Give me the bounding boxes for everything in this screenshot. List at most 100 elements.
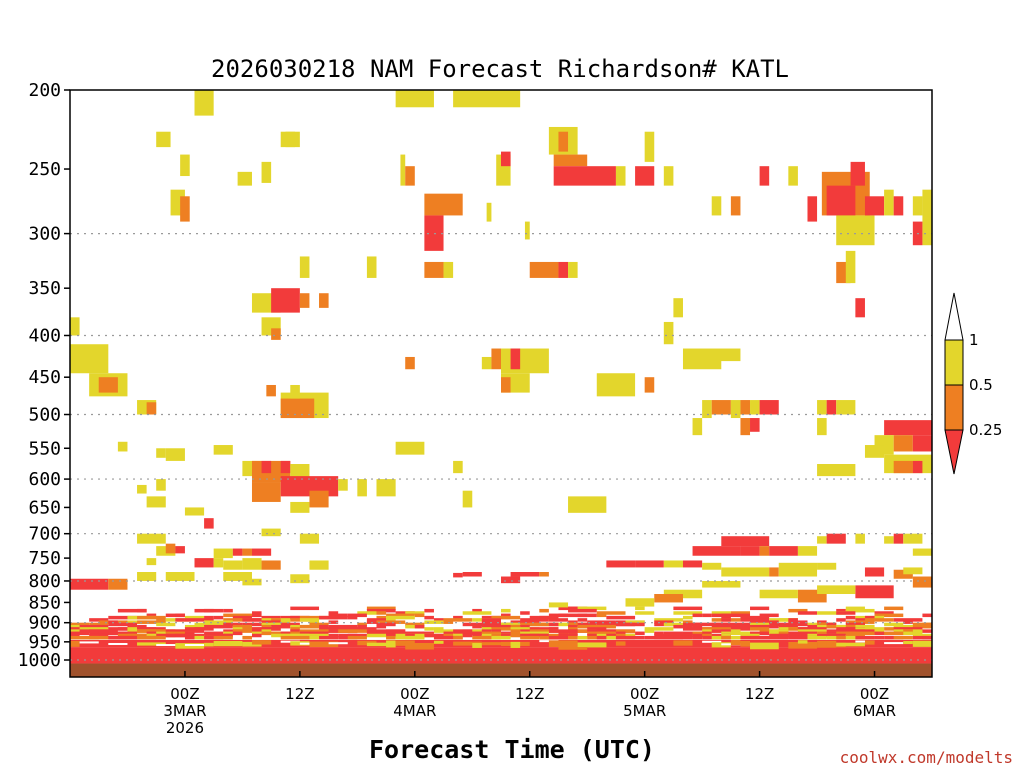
heatmap-cell bbox=[587, 620, 616, 624]
heatmap-cell bbox=[702, 580, 741, 588]
heatmap-cell bbox=[501, 576, 521, 584]
heatmap-cell bbox=[232, 615, 252, 620]
heatmap-cell bbox=[529, 261, 559, 278]
heatmap-cell bbox=[845, 620, 856, 624]
heatmap-cell bbox=[261, 460, 272, 474]
heatmap-cell bbox=[127, 627, 138, 631]
heatmap-cell bbox=[347, 629, 377, 633]
heatmap-cell bbox=[884, 631, 913, 636]
heatmap-cell bbox=[644, 377, 655, 393]
heatmap-cell bbox=[817, 562, 837, 570]
heatmap-cell bbox=[299, 631, 329, 636]
heatmap-cell bbox=[510, 624, 521, 629]
heatmap-cell bbox=[261, 620, 281, 624]
heatmap-cell bbox=[280, 460, 291, 474]
heatmap-cell bbox=[750, 642, 779, 650]
y-tick-label: 600 bbox=[28, 469, 61, 490]
heatmap-cell bbox=[280, 635, 310, 640]
heatmap-cell bbox=[855, 533, 865, 544]
heatmap-cell bbox=[424, 608, 434, 613]
heatmap-cell bbox=[702, 400, 712, 419]
heatmap-cell bbox=[175, 633, 185, 638]
heatmap-cell bbox=[721, 622, 751, 627]
heatmap-cell bbox=[223, 633, 233, 638]
heatmap-cell bbox=[376, 620, 406, 624]
heatmap-cell bbox=[855, 635, 875, 640]
heatmap-cell bbox=[108, 622, 138, 627]
heatmap-cell bbox=[70, 344, 109, 374]
heatmap-cell bbox=[826, 185, 856, 216]
heatmap-cell bbox=[501, 377, 511, 393]
heatmap-cell bbox=[922, 613, 932, 618]
heatmap-cell bbox=[491, 627, 521, 631]
heatmap-cell bbox=[501, 622, 521, 627]
heatmap-cell bbox=[817, 536, 827, 544]
heatmap-cell bbox=[520, 618, 549, 622]
heatmap-cell bbox=[864, 627, 885, 631]
heatmap-cell bbox=[462, 633, 473, 638]
heatmap-cell bbox=[711, 196, 722, 216]
heatmap-cell bbox=[433, 640, 444, 644]
heatmap-cell bbox=[146, 627, 166, 631]
heatmap-cell bbox=[539, 572, 549, 577]
heatmap-cell bbox=[740, 618, 770, 622]
heatmap-cell bbox=[568, 261, 578, 278]
heatmap-cell bbox=[204, 642, 214, 647]
heatmap-cell bbox=[357, 624, 367, 629]
heatmap-cell bbox=[261, 631, 291, 636]
heatmap-cell bbox=[242, 578, 262, 586]
colorbar-legend: 0.25 0.5 1 bbox=[944, 292, 1002, 475]
heatmap-cell bbox=[836, 400, 856, 415]
colorbar-top-arrow bbox=[944, 292, 964, 341]
heatmap-cell bbox=[357, 611, 377, 615]
heatmap-cell bbox=[912, 460, 923, 474]
heatmap-cell bbox=[568, 624, 578, 629]
heatmap-cell bbox=[271, 328, 281, 340]
y-tick-label: 350 bbox=[28, 278, 61, 299]
heatmap-cell bbox=[299, 618, 320, 622]
heatmap-cell bbox=[884, 642, 904, 645]
heatmap-cell bbox=[587, 627, 607, 631]
heatmap-cell bbox=[194, 558, 214, 568]
y-tick-label: 550 bbox=[28, 438, 61, 459]
heatmap-cell bbox=[261, 161, 272, 183]
heatmap-cell bbox=[778, 562, 818, 577]
heatmap-cell bbox=[405, 356, 415, 370]
heatmap-cell bbox=[117, 441, 128, 452]
heatmap-cell bbox=[740, 546, 760, 556]
plot-area bbox=[69, 89, 933, 678]
heatmap-cell bbox=[223, 560, 243, 570]
heatmap-cell bbox=[251, 611, 262, 615]
heatmap-cell bbox=[319, 627, 348, 631]
heatmap-cell bbox=[117, 608, 147, 613]
heatmap-cell bbox=[89, 629, 118, 633]
heatmap-cell bbox=[204, 615, 214, 620]
heatmap-cell bbox=[204, 624, 233, 629]
heatmap-cell bbox=[309, 620, 320, 624]
heatmap-cell bbox=[692, 622, 722, 627]
heatmap-cell bbox=[711, 611, 731, 615]
heatmap-cell bbox=[702, 627, 731, 631]
heatmap-cell bbox=[424, 193, 463, 216]
heatmap-cell bbox=[797, 611, 818, 615]
heatmap-cell bbox=[309, 641, 339, 648]
heatmap-cell bbox=[855, 620, 875, 624]
heatmap-cell bbox=[491, 635, 511, 640]
heatmap-cell bbox=[797, 629, 827, 633]
heatmap-cell bbox=[788, 608, 808, 613]
heatmap-cell bbox=[721, 635, 731, 640]
heatmap-cell bbox=[261, 560, 281, 570]
heatmap-cell bbox=[864, 615, 875, 620]
heatmap-cell bbox=[328, 624, 358, 629]
heatmap-cell bbox=[261, 624, 272, 629]
heatmap-cell bbox=[874, 629, 885, 633]
heatmap-cell bbox=[884, 420, 932, 436]
heatmap-cell bbox=[237, 171, 252, 186]
heatmap-cell bbox=[836, 618, 846, 622]
heatmap-cell bbox=[290, 464, 310, 480]
heatmap-cell bbox=[223, 572, 252, 581]
heatmap-cell bbox=[625, 635, 645, 640]
heatmap-cells bbox=[70, 90, 932, 664]
heatmap-cell bbox=[299, 256, 310, 278]
heatmap-cell bbox=[788, 166, 798, 186]
